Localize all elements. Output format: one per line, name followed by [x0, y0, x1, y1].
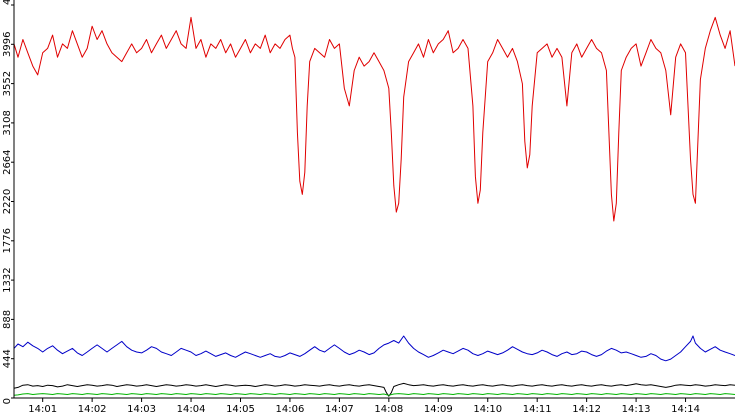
y-tick-label: 4440: [2, 0, 13, 5]
series-line-1: [13, 16, 735, 222]
series-line-2: [13, 335, 735, 362]
y-tick-label: 888: [2, 310, 13, 329]
x-tick-label: 14:01: [28, 404, 57, 415]
x-tick-label: 14:08: [374, 404, 403, 415]
x-tick-label: 14:05: [226, 404, 255, 415]
x-tick-label: 14:10: [473, 404, 502, 415]
x-tick-label: 14:12: [572, 404, 601, 415]
y-tick-label: 1332: [2, 267, 13, 292]
x-tick-label: 14:06: [276, 404, 305, 415]
y-tick-label: 0: [2, 398, 13, 404]
x-tick-label: 14:14: [671, 404, 700, 415]
x-tick-label: 14:04: [177, 404, 206, 415]
y-tick-label: 444: [2, 349, 13, 368]
y-tick-label: 3552: [2, 71, 13, 96]
x-tick-label: 14:09: [424, 404, 453, 415]
series-line-3: [13, 382, 735, 397]
x-tick-label: 14:07: [325, 404, 354, 415]
series-line-4: [13, 393, 735, 396]
series-layer: [13, 16, 735, 397]
y-tick-label: 3108: [2, 110, 13, 135]
y-tick-label: 2220: [2, 189, 13, 214]
y-tick-label: 2664: [2, 149, 13, 174]
y-tick-label: 3996: [2, 32, 13, 57]
x-tick-label: 14:02: [78, 404, 107, 415]
x-tick-label: 14:11: [523, 404, 552, 415]
x-tick-label: 14:03: [127, 404, 156, 415]
y-tick-label: 1776: [2, 228, 13, 253]
x-tick-label: 14:13: [622, 404, 651, 415]
